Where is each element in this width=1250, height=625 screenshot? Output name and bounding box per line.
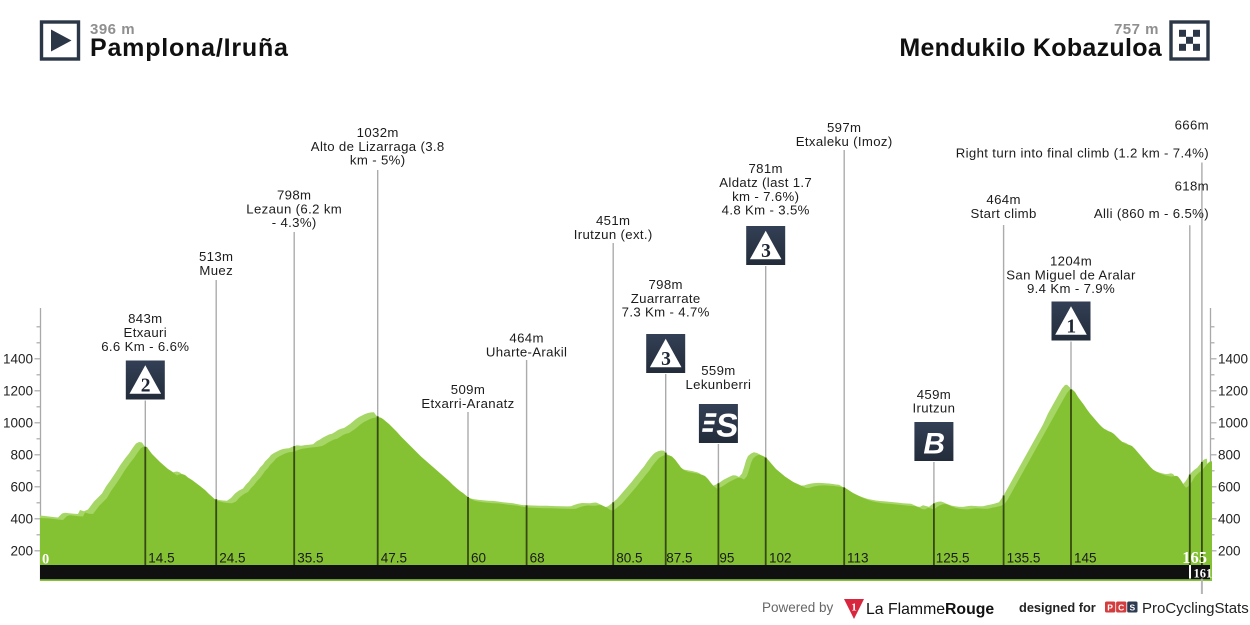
svg-text:Alto de Lizarraga (3.8: Alto de Lizarraga (3.8 — [311, 139, 445, 154]
svg-text:4.8 Km - 3.5%: 4.8 Km - 3.5% — [722, 203, 810, 218]
svg-text:Irutzun: Irutzun — [913, 401, 956, 416]
svg-text:35.5: 35.5 — [297, 551, 323, 566]
svg-text:145: 145 — [1074, 551, 1097, 566]
svg-text:559m: 559m — [701, 363, 735, 378]
svg-text:459m: 459m — [917, 387, 951, 402]
svg-text:0: 0 — [42, 552, 49, 568]
svg-text:464m: 464m — [986, 192, 1020, 207]
svg-text:1400: 1400 — [3, 351, 33, 366]
svg-text:1032m: 1032m — [357, 125, 399, 140]
svg-text:Muez: Muez — [199, 263, 233, 278]
svg-text:513m: 513m — [199, 249, 233, 264]
svg-text:200: 200 — [10, 543, 33, 558]
svg-text:600: 600 — [10, 479, 33, 494]
svg-text:800: 800 — [10, 447, 33, 462]
svg-text:68: 68 — [530, 551, 545, 566]
svg-text:ProCyclingStats: ProCyclingStats — [1142, 600, 1249, 617]
svg-text:9.4 Km - 7.9%: 9.4 Km - 7.9% — [1027, 281, 1115, 296]
svg-text:1204m: 1204m — [1050, 253, 1092, 268]
svg-text:1000: 1000 — [1218, 415, 1248, 430]
svg-text:B: B — [923, 428, 945, 461]
svg-text:24.5: 24.5 — [219, 551, 245, 566]
svg-text:509m: 509m — [451, 382, 485, 397]
svg-text:3: 3 — [661, 349, 671, 370]
svg-text:Etxauri: Etxauri — [124, 325, 168, 340]
svg-text:400: 400 — [1218, 511, 1241, 526]
svg-text:1200: 1200 — [1218, 383, 1248, 398]
svg-text:597m: 597m — [827, 120, 861, 135]
svg-text:600: 600 — [1218, 479, 1241, 494]
svg-text:Irutzun (ext.): Irutzun (ext.) — [574, 227, 653, 242]
svg-text:Right turn into final climb (1: Right turn into final climb (1.2 km - 7.… — [956, 145, 1209, 160]
svg-text:Uharte-Arakil: Uharte-Arakil — [486, 345, 568, 360]
svg-text:km - 7.6%): km - 7.6%) — [732, 189, 799, 204]
svg-text:Alli (860 m - 6.5%): Alli (860 m - 6.5%) — [1094, 206, 1209, 221]
svg-text:102: 102 — [769, 551, 792, 566]
svg-text:Mendukilo Kobazuloa: Mendukilo Kobazuloa — [899, 34, 1162, 62]
svg-text:396 m: 396 m — [90, 21, 135, 38]
svg-text:Powered by: Powered by — [762, 600, 834, 615]
svg-text:1200: 1200 — [3, 383, 33, 398]
svg-text:95: 95 — [719, 551, 734, 566]
svg-text:Start climb: Start climb — [971, 206, 1037, 221]
svg-text:400: 400 — [10, 511, 33, 526]
svg-text:Aldatz (last 1.7: Aldatz (last 1.7 — [719, 175, 812, 190]
svg-text:Etxaleku (Imoz): Etxaleku (Imoz) — [796, 134, 893, 149]
svg-text:Pamplona/Iruña: Pamplona/Iruña — [90, 34, 289, 62]
svg-text:464m: 464m — [509, 331, 543, 346]
svg-text:113: 113 — [847, 551, 869, 566]
svg-text:7.3 Km - 4.7%: 7.3 Km - 4.7% — [622, 305, 710, 320]
svg-text:125.5: 125.5 — [936, 551, 970, 566]
svg-text:6.6 Km - 6.6%: 6.6 Km - 6.6% — [101, 339, 189, 354]
svg-text:47.5: 47.5 — [381, 551, 407, 566]
svg-text:200: 200 — [1218, 543, 1241, 558]
svg-text:2: 2 — [141, 375, 151, 396]
svg-text:P: P — [1107, 602, 1113, 612]
svg-text:618m: 618m — [1175, 178, 1209, 193]
svg-text:798m: 798m — [649, 277, 683, 292]
svg-text:781m: 781m — [749, 161, 783, 176]
svg-text:14.5: 14.5 — [148, 551, 174, 566]
svg-text:757 m: 757 m — [1114, 21, 1159, 38]
svg-text:1400: 1400 — [1218, 351, 1248, 366]
svg-text:843m: 843m — [128, 311, 162, 326]
svg-text:666m: 666m — [1175, 118, 1209, 133]
svg-text:3: 3 — [761, 241, 771, 262]
svg-text:80.5: 80.5 — [616, 551, 642, 566]
svg-text:km - 5%): km - 5%) — [350, 153, 406, 168]
svg-text:C: C — [1118, 602, 1124, 612]
svg-text:161: 161 — [1194, 567, 1213, 581]
svg-text:798m: 798m — [277, 187, 311, 202]
svg-text:165: 165 — [1182, 548, 1207, 567]
svg-text:60: 60 — [471, 551, 486, 566]
svg-text:designed for: designed for — [1019, 600, 1096, 615]
svg-text:1000: 1000 — [3, 415, 33, 430]
svg-text:La FlammeRouge: La FlammeRouge — [866, 601, 994, 618]
svg-text:Etxarri-Aranatz: Etxarri-Aranatz — [421, 396, 514, 411]
svg-text:- 4.3%): - 4.3%) — [272, 215, 317, 230]
svg-text:800: 800 — [1218, 447, 1241, 462]
svg-text:S: S — [714, 408, 740, 445]
svg-text:135.5: 135.5 — [1007, 551, 1041, 566]
svg-text:451m: 451m — [596, 213, 630, 228]
svg-text:1: 1 — [851, 602, 857, 614]
svg-text:Zuarrarrate: Zuarrarrate — [631, 291, 701, 306]
svg-text:87.5: 87.5 — [666, 551, 692, 566]
svg-text:Lekunberri: Lekunberri — [685, 377, 751, 392]
svg-text:1: 1 — [1066, 316, 1076, 337]
svg-text:Lezaun (6.2 km: Lezaun (6.2 km — [246, 201, 342, 216]
svg-text:San Miguel de Aralar: San Miguel de Aralar — [1006, 267, 1136, 282]
svg-text:S: S — [1129, 602, 1135, 612]
